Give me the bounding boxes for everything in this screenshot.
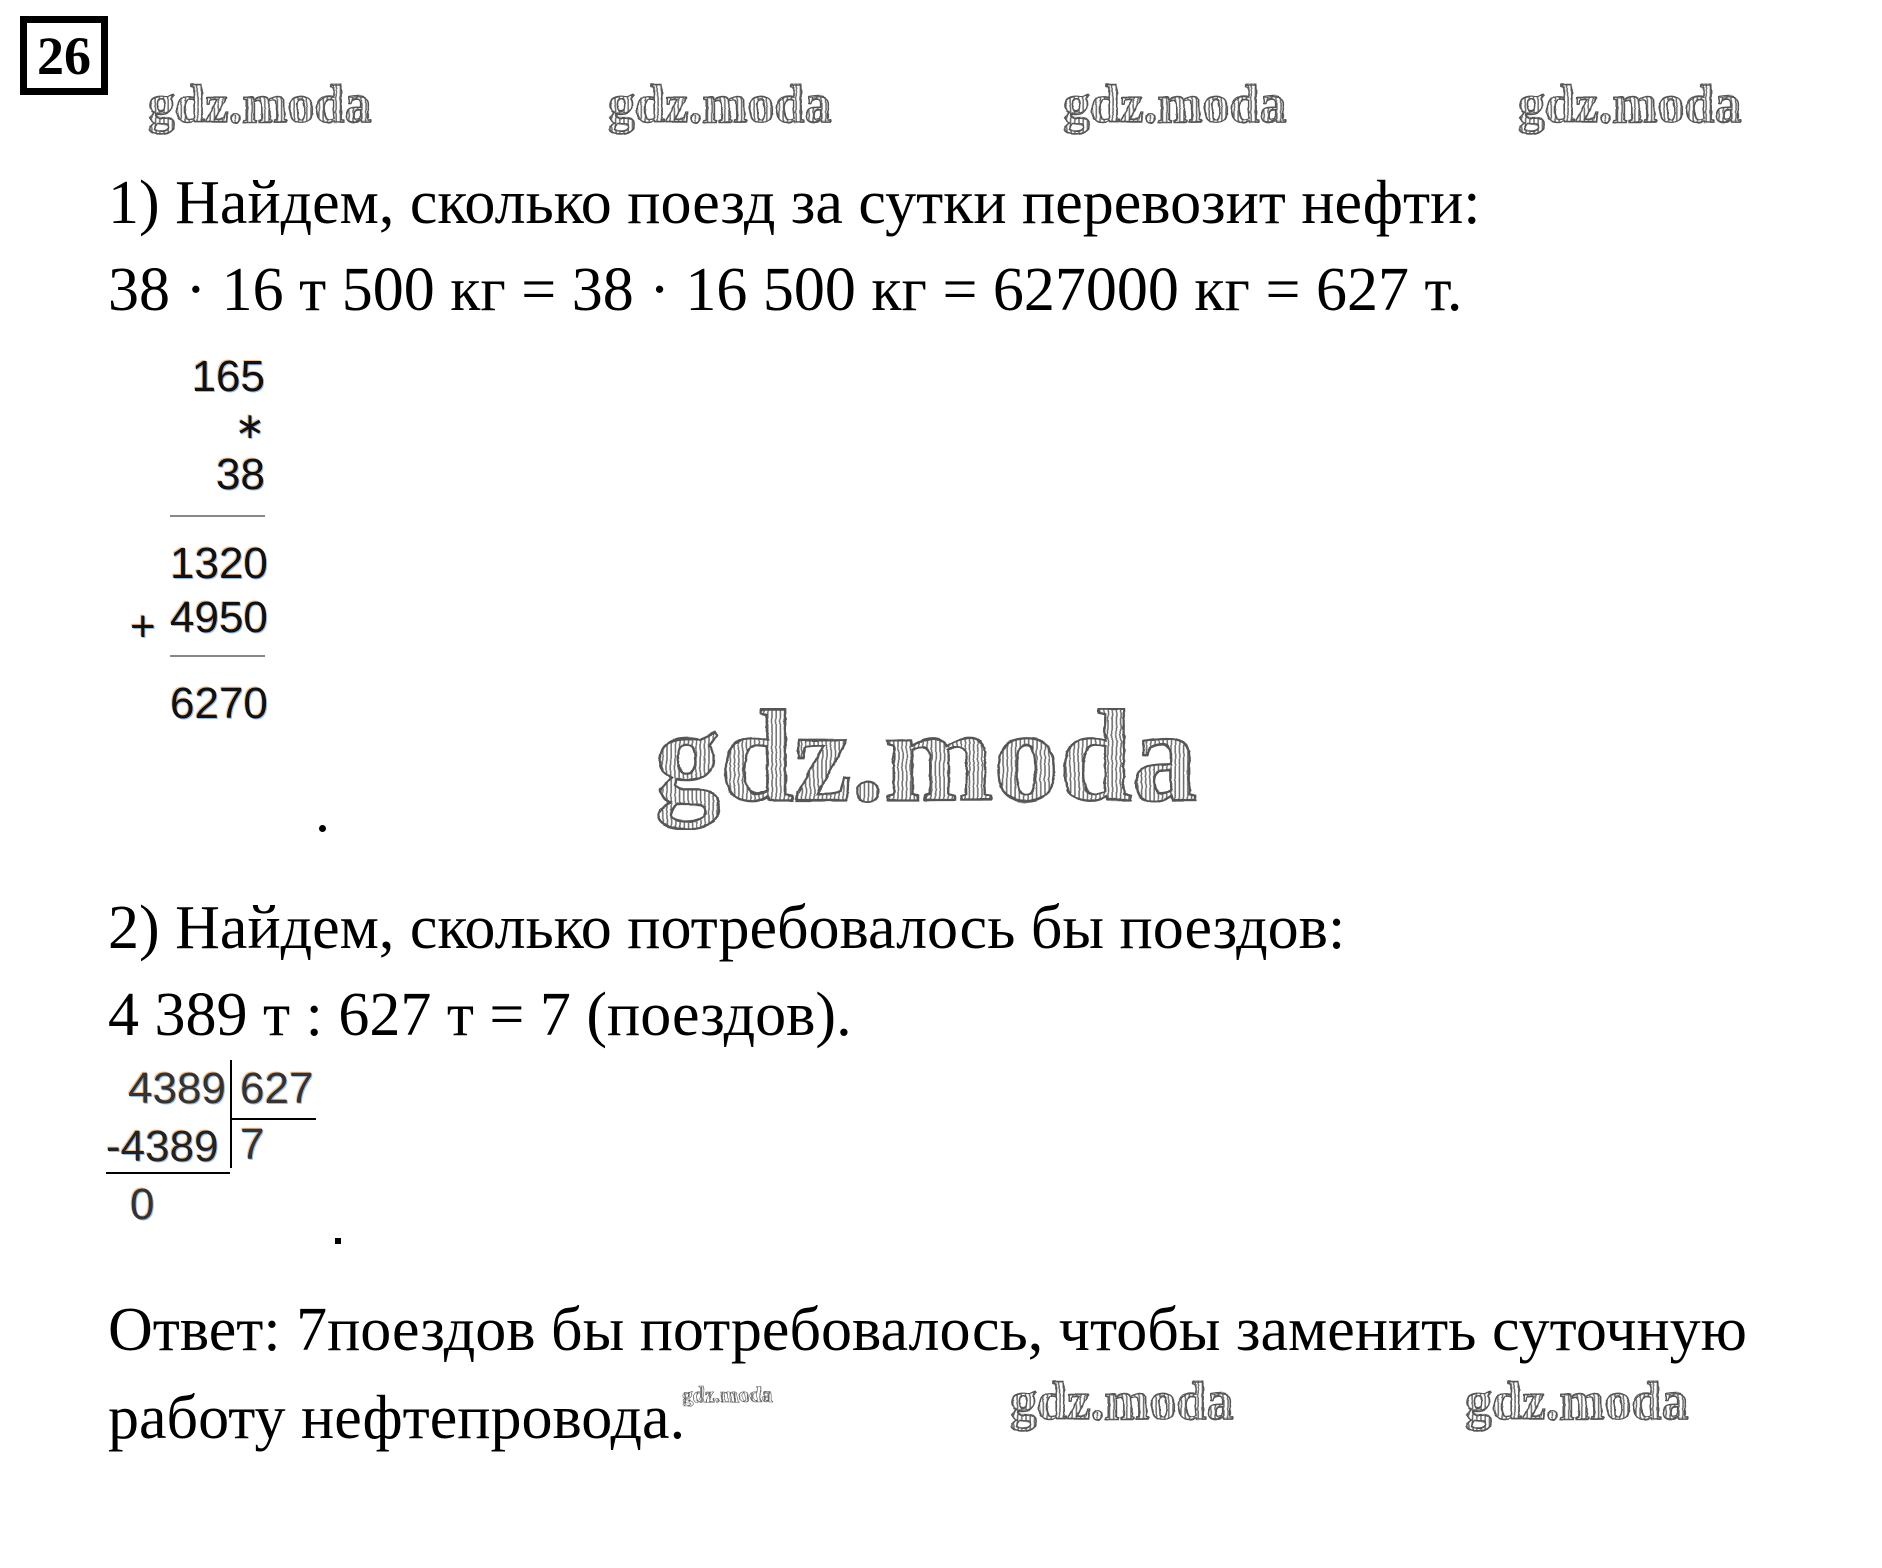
- svg-text:gdz.moda: gdz.moda: [1465, 1371, 1689, 1431]
- svg-text:gdz.moda: gdz.moda: [1010, 1371, 1234, 1431]
- svg-text:gdz.moda: gdz.moda: [1465, 1371, 1689, 1431]
- svg-text:gdz.moda: gdz.moda: [1465, 1371, 1689, 1431]
- svg-text:gdz.moda: gdz.moda: [655, 695, 1197, 829]
- svg-text:gdz.moda: gdz.moda: [1063, 74, 1287, 134]
- svg-text:gdz.moda: gdz.moda: [1063, 74, 1287, 134]
- svg-text:gdz.moda: gdz.moda: [1518, 74, 1742, 134]
- svg-text:gdz.moda: gdz.moda: [1518, 74, 1742, 134]
- svg-text:gdz.moda: gdz.moda: [1518, 74, 1742, 134]
- svg-text:gdz.moda: gdz.moda: [148, 74, 372, 134]
- svg-text:gdz.moda: gdz.moda: [1010, 1371, 1234, 1431]
- svg-text:gdz.moda: gdz.moda: [1010, 1371, 1234, 1431]
- svg-text:gdz.moda: gdz.moda: [655, 695, 1197, 829]
- svg-text:gdz.moda: gdz.moda: [608, 74, 832, 134]
- svg-text:gdz.moda: gdz.moda: [148, 74, 372, 134]
- svg-text:gdz.moda: gdz.moda: [655, 695, 1197, 829]
- svg-text:gdz.moda: gdz.moda: [608, 74, 832, 134]
- svg-text:gdz.moda: gdz.moda: [682, 1382, 773, 1407]
- svg-text:gdz.moda: gdz.moda: [682, 1382, 773, 1407]
- svg-text:gdz.moda: gdz.moda: [1063, 74, 1287, 134]
- svg-text:gdz.moda: gdz.moda: [608, 74, 832, 134]
- svg-text:gdz.moda: gdz.moda: [148, 74, 372, 134]
